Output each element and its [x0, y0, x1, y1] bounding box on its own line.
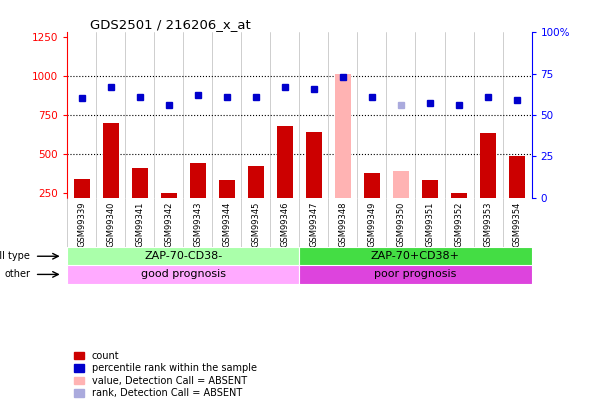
- Text: GSM99349: GSM99349: [367, 202, 376, 247]
- Bar: [132, 168, 148, 198]
- Text: GSM99345: GSM99345: [251, 202, 260, 247]
- Bar: [74, 179, 90, 198]
- Bar: [103, 123, 119, 198]
- Text: GSM99341: GSM99341: [135, 202, 144, 247]
- Text: GDS2501 / 216206_x_at: GDS2501 / 216206_x_at: [90, 18, 251, 31]
- Text: ZAP-70+CD38+: ZAP-70+CD38+: [371, 251, 460, 261]
- Text: GSM99351: GSM99351: [425, 202, 434, 247]
- Bar: [451, 193, 467, 198]
- Bar: [422, 181, 438, 198]
- Bar: [67, 247, 299, 265]
- Text: GSM99346: GSM99346: [280, 202, 290, 247]
- Text: GSM99344: GSM99344: [222, 202, 232, 247]
- Text: GSM99342: GSM99342: [164, 202, 174, 247]
- Text: ZAP-70-CD38-: ZAP-70-CD38-: [144, 251, 222, 261]
- Text: cell type: cell type: [0, 251, 30, 261]
- Bar: [219, 181, 235, 198]
- Bar: [248, 166, 264, 198]
- Bar: [277, 126, 293, 198]
- Text: poor prognosis: poor prognosis: [375, 269, 456, 279]
- Legend: count, percentile rank within the sample, value, Detection Call = ABSENT, rank, : count, percentile rank within the sample…: [72, 349, 258, 400]
- Text: GSM99339: GSM99339: [77, 202, 86, 247]
- Text: GSM99354: GSM99354: [513, 202, 522, 247]
- Text: GSM99350: GSM99350: [397, 202, 406, 247]
- Bar: [393, 171, 409, 198]
- Bar: [364, 173, 380, 198]
- Bar: [67, 265, 299, 284]
- Text: GSM99340: GSM99340: [106, 202, 115, 247]
- Bar: [299, 265, 532, 284]
- Bar: [161, 193, 177, 198]
- Bar: [509, 156, 525, 198]
- Bar: [335, 75, 351, 198]
- Bar: [480, 133, 496, 198]
- Text: other: other: [4, 269, 30, 279]
- Text: GSM99352: GSM99352: [455, 202, 464, 247]
- Bar: [190, 163, 206, 198]
- Bar: [306, 132, 322, 198]
- Text: GSM99347: GSM99347: [309, 202, 318, 247]
- Text: GSM99353: GSM99353: [483, 202, 492, 247]
- Text: good prognosis: good prognosis: [141, 269, 226, 279]
- Text: GSM99343: GSM99343: [193, 202, 202, 247]
- Bar: [299, 247, 532, 265]
- Text: GSM99348: GSM99348: [338, 202, 348, 247]
